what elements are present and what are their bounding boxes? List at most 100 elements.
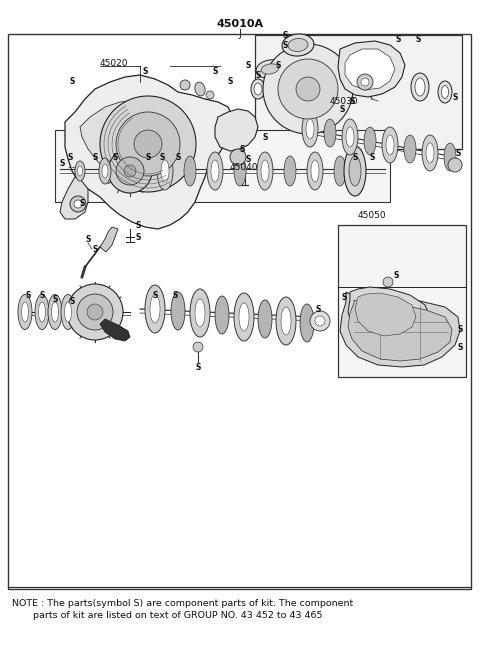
Text: S: S [25,290,31,300]
Text: S: S [92,152,98,162]
Text: S: S [175,152,180,162]
Ellipse shape [300,304,314,342]
Ellipse shape [284,156,296,186]
Ellipse shape [334,156,346,186]
Ellipse shape [99,158,111,184]
Ellipse shape [215,296,229,334]
Ellipse shape [35,294,49,330]
Text: S: S [92,244,98,254]
Ellipse shape [311,160,319,182]
Polygon shape [348,287,430,341]
Ellipse shape [207,152,223,190]
Polygon shape [355,293,416,336]
Text: S: S [315,304,321,313]
Text: S: S [135,221,141,229]
Ellipse shape [307,152,323,190]
Text: S: S [159,152,165,162]
Ellipse shape [288,39,308,51]
Ellipse shape [346,127,354,147]
Ellipse shape [442,85,448,99]
Text: S: S [212,66,218,76]
Text: NOTE : The parts(symbol S) are component parts of kit. The component: NOTE : The parts(symbol S) are component… [12,599,353,608]
Text: S: S [396,35,401,43]
Ellipse shape [444,143,456,171]
Polygon shape [100,227,118,252]
Text: S: S [69,76,75,85]
Text: S: S [415,35,420,43]
Text: S: S [276,60,281,70]
Circle shape [357,74,373,90]
Ellipse shape [386,135,394,155]
Text: 45040: 45040 [230,162,259,171]
Text: S: S [341,292,347,302]
Text: 45010A: 45010A [216,19,264,29]
Circle shape [77,294,113,330]
Text: S: S [85,235,91,244]
Polygon shape [338,41,405,97]
Ellipse shape [415,78,425,96]
Ellipse shape [161,160,169,182]
Circle shape [193,342,203,352]
Ellipse shape [306,119,314,139]
Text: S: S [142,66,148,76]
Circle shape [383,277,393,287]
Ellipse shape [426,143,434,163]
Text: parts of kit are listed on text of GROUP NO. 43 452 to 43 465: parts of kit are listed on text of GROUP… [12,611,323,620]
Ellipse shape [61,294,75,330]
Text: S: S [145,152,151,162]
Ellipse shape [257,152,273,190]
Circle shape [278,59,338,119]
Polygon shape [60,177,88,219]
Ellipse shape [382,127,398,163]
Circle shape [206,91,214,99]
Ellipse shape [254,83,262,95]
Text: S: S [152,290,158,300]
Bar [55,130,390,202]
Circle shape [70,196,86,212]
Ellipse shape [364,127,376,155]
Ellipse shape [261,160,269,182]
Polygon shape [345,49,395,90]
Text: S: S [39,290,45,300]
Circle shape [315,316,325,326]
Polygon shape [348,300,452,361]
Circle shape [263,44,353,134]
Circle shape [87,304,103,320]
Bar [8,34,471,589]
Circle shape [230,149,246,165]
Ellipse shape [276,297,296,345]
Polygon shape [255,35,462,149]
Circle shape [296,77,320,101]
Text: S: S [79,200,84,208]
Text: S: S [60,160,65,168]
Text: S: S [245,60,251,70]
Ellipse shape [190,289,210,337]
Text: 45030: 45030 [330,97,359,106]
Ellipse shape [261,64,279,74]
Ellipse shape [404,135,416,163]
Ellipse shape [256,60,284,78]
Ellipse shape [102,164,108,178]
Ellipse shape [282,34,314,56]
Ellipse shape [48,294,62,330]
Text: S: S [282,41,288,49]
Ellipse shape [18,294,32,330]
Circle shape [67,284,123,340]
Text: S: S [393,271,399,279]
Text: S: S [349,97,355,106]
Text: 45050: 45050 [358,210,386,219]
Circle shape [448,158,462,172]
Ellipse shape [77,166,83,176]
Polygon shape [340,292,460,367]
Text: S: S [112,152,118,162]
Text: S: S [67,152,72,162]
Ellipse shape [22,302,28,322]
Text: S: S [352,152,358,162]
Ellipse shape [38,302,46,322]
Text: S: S [457,325,463,334]
Ellipse shape [251,79,265,99]
Text: S: S [339,104,345,114]
Text: S: S [228,78,233,87]
Circle shape [100,96,196,192]
Ellipse shape [281,307,291,335]
